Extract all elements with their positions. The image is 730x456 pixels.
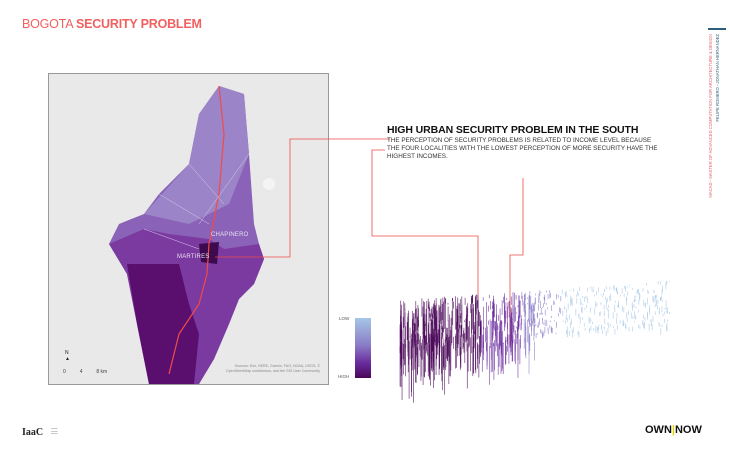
iaac-logo: IaaC: [22, 427, 44, 438]
sidebar-credits: MACAD - MASTER OF ADVANCED COMPUTATION F…: [706, 28, 726, 218]
title-light: BOGOTA: [22, 17, 73, 31]
finding-heading: HIGH URBAN SECURITY PROBLEM IN THE SOUTH: [387, 124, 639, 136]
page-title: BOGOTA SECURITY PROBLEM: [22, 17, 202, 31]
ownnow-logo: OWN|NOW: [645, 424, 702, 436]
scale-bar: 0 4 8 km: [63, 369, 108, 375]
finding-text: THE PERCEPTION OF SECURITY PROBLEMS IS R…: [387, 137, 658, 160]
label-martires: MARTIRES: [177, 254, 210, 260]
bogota-map[interactable]: CHAPINERO MARTIRES N ▲ 0 4 8 km Sources: …: [48, 73, 329, 385]
map-attribution: Sources: Esri, HERE, Garmin, FAO, NOAA, …: [225, 364, 320, 373]
authors-text: FELIPE ROMERO - JONATHAN HERNANDEZ: [715, 34, 720, 122]
iaac-logo-text: ━━━━━━ ━━━━━━ ━━━━━━: [51, 428, 58, 435]
program-text: MACAD - MASTER OF ADVANCED COMPUTATION F…: [708, 34, 713, 198]
map-shapes: [109, 85, 275, 384]
title-bold: SECURITY PROBLEM: [75, 17, 202, 31]
3d-bar-visualization[interactable]: [380, 230, 680, 405]
north-arrow-icon: N ▲: [65, 350, 70, 362]
label-chapinero: CHAPINERO: [211, 232, 249, 238]
legend-high: HIGH: [338, 374, 350, 379]
legend-low: LOW: [339, 316, 350, 321]
legend-gradient: [355, 318, 371, 378]
accent-bar: [708, 28, 726, 30]
